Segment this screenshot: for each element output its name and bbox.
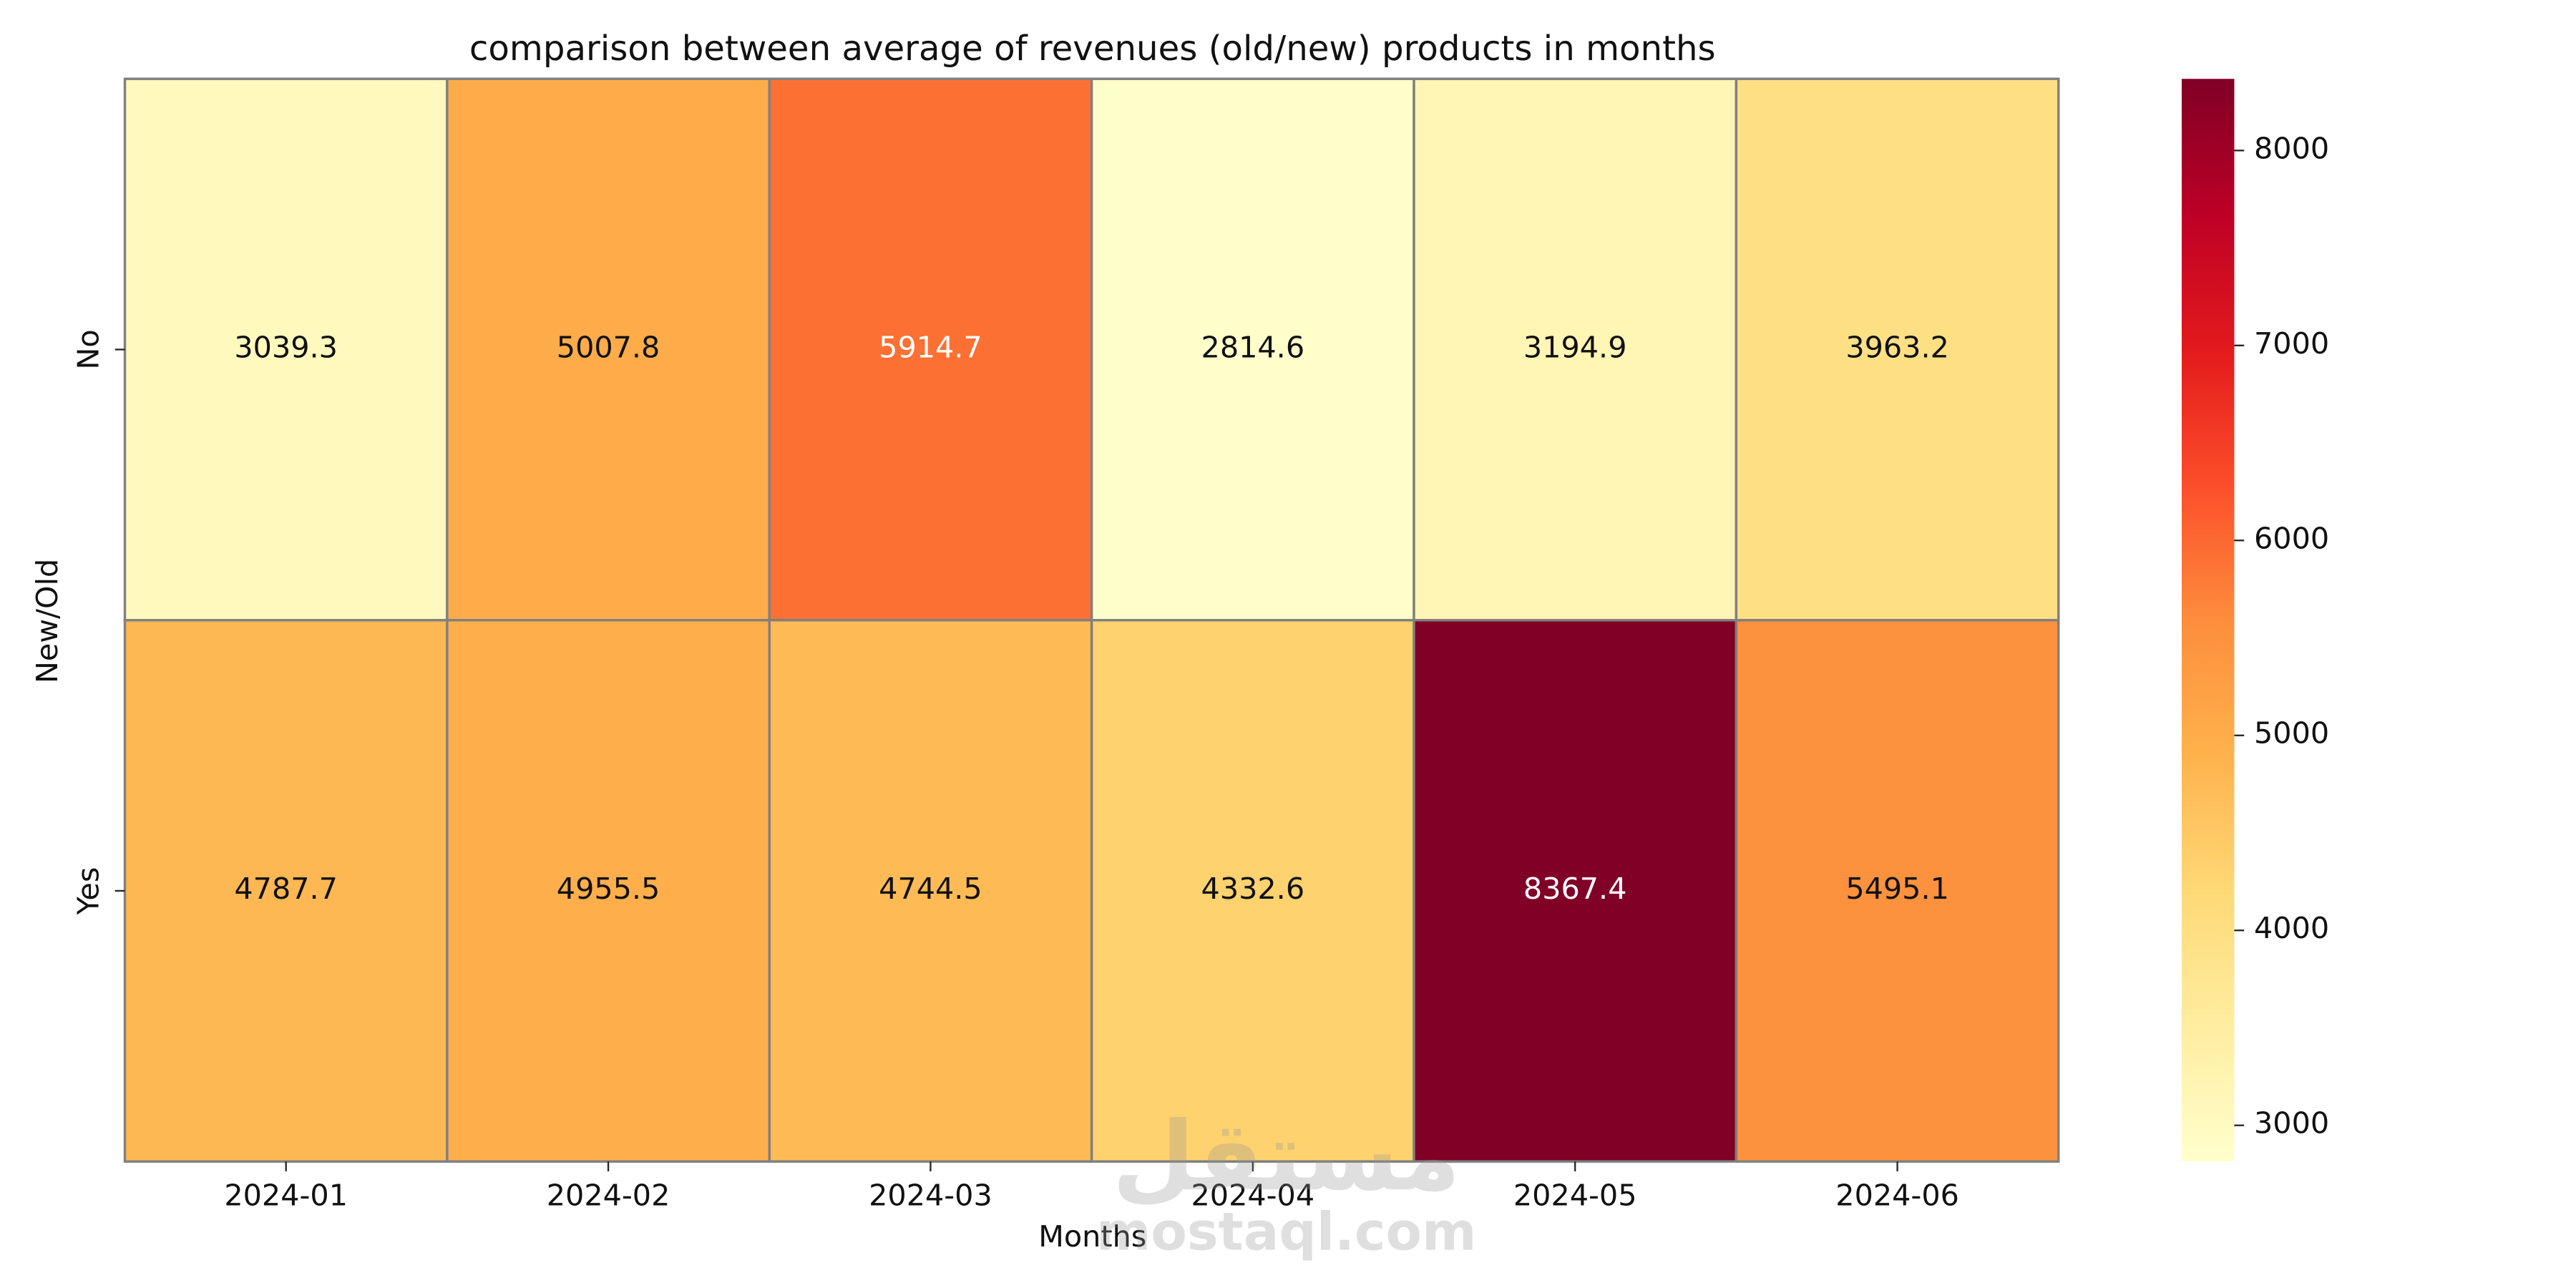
heatmap-cell (1090, 618, 1415, 1163)
cell-label: 2814.6 (1201, 330, 1305, 364)
y-tick-label: Yes (71, 867, 105, 916)
colorbar-tick-label: 6000 (2254, 521, 2329, 555)
y-axis-label: New/Old (30, 559, 64, 683)
heatmap-cell (123, 77, 449, 622)
colorbar-tick-label: 3000 (2254, 1106, 2329, 1141)
colorbar-tick-label: 5000 (2254, 716, 2329, 751)
heatmap-cell (768, 618, 1093, 1163)
x-tick-label: 2024-04 (1191, 1179, 1315, 1213)
y-tick-label: No (71, 329, 105, 369)
cell-label: 5914.7 (879, 330, 982, 364)
cell-label: 8367.4 (1523, 872, 1627, 906)
heatmap-cell (1735, 77, 2060, 622)
colorbar-tick-label: 7000 (2254, 326, 2329, 361)
colorbar-tick-label: 4000 (2254, 911, 2329, 945)
x-tick-label: 2024-06 (1835, 1179, 1959, 1213)
cell-label: 5007.8 (557, 330, 660, 364)
watermark: مستقل (1112, 1101, 1460, 1212)
chart-title: comparison between average of revenues (… (469, 29, 1716, 69)
x-tick-label: 2024-05 (1513, 1179, 1637, 1213)
cell-label: 4332.6 (1201, 872, 1305, 906)
heatmap-cell (123, 618, 449, 1163)
cell-label: 3039.3 (234, 330, 338, 364)
heatmap-cell (768, 77, 1093, 622)
colorbar-tick-label: 8000 (2254, 131, 2329, 165)
cell-label: 3194.9 (1523, 330, 1627, 364)
cell-label: 3963.2 (1845, 330, 1949, 364)
x-tick-label: 2024-01 (224, 1179, 348, 1213)
cell-label: 5495.1 (1845, 872, 1949, 906)
cell-label: 4955.5 (557, 872, 660, 906)
heatmap-cell (446, 618, 771, 1163)
x-axis-label: Months (1038, 1219, 1146, 1254)
cell-label: 4744.5 (879, 872, 982, 906)
watermark: mostaql.com (1096, 1202, 1477, 1263)
heatmap-cell (1090, 77, 1415, 622)
x-tick-label: 2024-03 (869, 1179, 992, 1213)
colorbar (2181, 79, 2235, 1162)
x-tick-label: 2024-02 (547, 1179, 670, 1213)
cell-label: 4787.7 (234, 872, 338, 906)
heatmap-cell (1735, 618, 2060, 1163)
heatmap-cell (446, 77, 771, 622)
